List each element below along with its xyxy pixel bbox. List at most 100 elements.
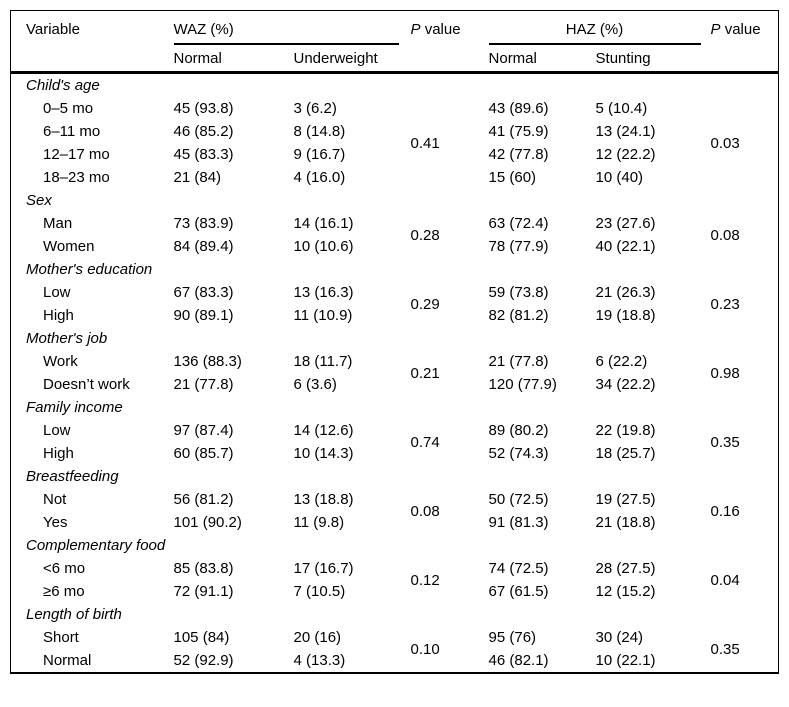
waz-normal-value: 60 (85.7) bbox=[173, 445, 234, 462]
waz-normal-value: 85 (83.8) bbox=[173, 560, 234, 577]
row-label: High bbox=[43, 445, 74, 462]
waz-normal-value: 45 (93.8) bbox=[173, 100, 234, 117]
haz-normal-value: 50 (72.5) bbox=[488, 491, 549, 508]
section-label: Mother's job bbox=[26, 330, 108, 347]
p-value-word: value bbox=[720, 21, 761, 38]
column-header-waz-underweight: Underweight bbox=[293, 50, 378, 68]
waz-underweight-value: 13 (18.8) bbox=[293, 491, 354, 508]
waz-normal-value: 56 (81.2) bbox=[173, 491, 234, 508]
p-value-waz: 0.08 bbox=[410, 502, 440, 520]
row-label: Short bbox=[43, 629, 79, 646]
row-label: Normal bbox=[43, 652, 92, 669]
waz-underweight-value: 3 (6.2) bbox=[293, 100, 337, 117]
section-row: Length of birth bbox=[11, 603, 779, 626]
p-value-word: value bbox=[420, 21, 461, 38]
waz-underweight-value: 18 (11.7) bbox=[293, 353, 353, 370]
haz-stunting-value: 12 (15.2) bbox=[595, 583, 656, 600]
row-label: Man bbox=[43, 215, 73, 232]
section-label: Sex bbox=[26, 192, 52, 209]
haz-group-label: HAZ (%) bbox=[565, 20, 624, 38]
haz-normal-value: 52 (74.3) bbox=[488, 445, 549, 462]
row-label: <6 mo bbox=[43, 560, 86, 577]
haz-stunting-value: 19 (27.5) bbox=[595, 491, 656, 508]
waz-underweight-value: 7 (10.5) bbox=[293, 583, 346, 600]
waz-underweight-value: 4 (16.0) bbox=[293, 169, 346, 186]
table-row: Normal 52 (92.9) 4 (13.3) 46 (82.1) 10 (22.1… bbox=[11, 649, 779, 673]
waz-normal-value: 97 (87.4) bbox=[173, 422, 234, 439]
section-row: Family income bbox=[11, 396, 779, 419]
table-row: Work 136 (88.3) 18 (11.7) 0.21 21 (77.8) 6 (2… bbox=[11, 350, 779, 382]
column-header-haz-stunting: Stunting bbox=[595, 50, 651, 68]
haz-stunting-value: 30 (24) bbox=[595, 629, 644, 646]
waz-normal-value: 46 (85.2) bbox=[173, 123, 234, 140]
table-row: High 90 (89.1) 11 (10.9) 82 (81.2) 19 (18.8) bbox=[11, 304, 779, 327]
haz-stunting-value: 21 (18.8) bbox=[595, 514, 656, 531]
haz-normal-value: 46 (82.1) bbox=[488, 652, 549, 669]
p-value-waz: 0.41 bbox=[410, 134, 440, 152]
waz-underweight-value: 11 (9.8) bbox=[293, 514, 345, 531]
waz-normal-value: 105 (84) bbox=[173, 629, 230, 646]
haz-normal-value: 74 (72.5) bbox=[488, 560, 549, 577]
waz-underweight-value: 8 (14.8) bbox=[293, 123, 346, 140]
p-value-waz: 0.29 bbox=[410, 295, 440, 313]
section-row: Mother's job bbox=[11, 327, 779, 350]
haz-stunting-value: 19 (18.8) bbox=[595, 307, 656, 324]
section-row: Child's age bbox=[11, 73, 779, 98]
row-label: 0–5 mo bbox=[43, 100, 94, 117]
row-label: 18–23 mo bbox=[43, 169, 110, 186]
section-label: Mother's education bbox=[26, 261, 153, 278]
haz-normal-value: 15 (60) bbox=[488, 169, 537, 186]
waz-group-underline: WAZ (%) bbox=[173, 21, 399, 45]
haz-stunting-value: 10 (40) bbox=[595, 169, 644, 186]
p-value-italic-p: P bbox=[410, 21, 421, 38]
p-value-waz: 0.12 bbox=[410, 571, 440, 589]
p-value-haz: 0.35 bbox=[710, 433, 740, 451]
nutrition-status-table: Variable WAZ (%) P value HAZ (%) P value… bbox=[10, 10, 780, 674]
section-label: Breastfeeding bbox=[26, 468, 119, 485]
haz-stunting-value: 34 (22.2) bbox=[595, 376, 656, 393]
table-row: <6 mo 85 (83.8) 17 (16.7) 0.12 74 (72.5) 28 (… bbox=[11, 557, 779, 589]
section-row: Mother's education bbox=[11, 258, 779, 281]
row-label: Work bbox=[43, 353, 78, 370]
section-label: Family income bbox=[26, 399, 123, 416]
haz-stunting-value: 12 (22.2) bbox=[595, 146, 656, 163]
waz-normal-value: 52 (92.9) bbox=[173, 652, 234, 669]
section-row: Breastfeeding bbox=[11, 465, 779, 488]
haz-stunting-value: 13 (24.1) bbox=[595, 123, 656, 140]
column-header-waz-normal: Normal bbox=[173, 50, 222, 68]
p-value-waz: 0.10 bbox=[410, 640, 440, 658]
table-row: Women 84 (89.4) 10 (10.6) 78 (77.9) 40 (22.1… bbox=[11, 235, 779, 258]
table-header: Variable WAZ (%) P value HAZ (%) P value… bbox=[10, 11, 779, 73]
p-value-haz: 0.35 bbox=[710, 640, 740, 658]
row-label: Women bbox=[43, 238, 95, 255]
p-value-haz: 0.16 bbox=[710, 502, 740, 520]
column-header-haz-normal: Normal bbox=[488, 50, 537, 68]
haz-normal-value: 41 (75.9) bbox=[488, 123, 549, 140]
row-label: High bbox=[43, 307, 74, 324]
haz-stunting-value: 28 (27.5) bbox=[595, 560, 656, 577]
column-header-p-value-waz: P value bbox=[411, 11, 489, 73]
table-row: Not 56 (81.2) 13 (18.8) 0.08 50 (72.5) 19 (27… bbox=[11, 488, 779, 520]
haz-normal-value: 91 (81.3) bbox=[488, 514, 549, 531]
haz-normal-value: 43 (89.6) bbox=[488, 100, 549, 117]
table-row: ≥6 mo 72 (91.1) 7 (10.5) 67 (61.5) 12 (15.2) bbox=[11, 580, 779, 603]
haz-stunting-value: 21 (26.3) bbox=[595, 284, 656, 301]
table-row: Man 73 (83.9) 14 (16.1) 0.28 63 (72.4) 23 (27… bbox=[11, 212, 779, 244]
table-row: 18–23 mo 21 (84) 4 (16.0) 15 (60) 10 (40) bbox=[11, 166, 779, 189]
waz-normal-value: 136 (88.3) bbox=[173, 353, 242, 370]
table-row: Short 105 (84) 20 (16) 0.10 95 (76) 30 (24) 0.… bbox=[11, 626, 779, 658]
table-row: High 60 (85.7) 10 (14.3) 52 (74.3) 18 (25.7) bbox=[11, 442, 779, 465]
table-row: Doesn’t work 21 (77.8) 6 (3.6) 120 (77.9) 34… bbox=[11, 373, 779, 396]
haz-normal-value: 120 (77.9) bbox=[488, 376, 557, 393]
haz-stunting-value: 10 (22.1) bbox=[595, 652, 656, 669]
p-value-italic-p: P bbox=[710, 21, 721, 38]
waz-normal-value: 90 (89.1) bbox=[173, 307, 234, 324]
haz-normal-value: 95 (76) bbox=[488, 629, 537, 646]
row-label: ≥6 mo bbox=[43, 583, 85, 600]
haz-normal-value: 89 (80.2) bbox=[488, 422, 549, 439]
p-value-haz: 0.04 bbox=[710, 571, 740, 589]
table-row: Yes 101 (90.2) 11 (9.8) 91 (81.3) 21 (18.8) bbox=[11, 511, 779, 534]
haz-normal-value: 21 (77.8) bbox=[488, 353, 549, 370]
waz-underweight-value: 9 (16.7) bbox=[293, 146, 346, 163]
haz-stunting-value: 22 (19.8) bbox=[595, 422, 656, 439]
